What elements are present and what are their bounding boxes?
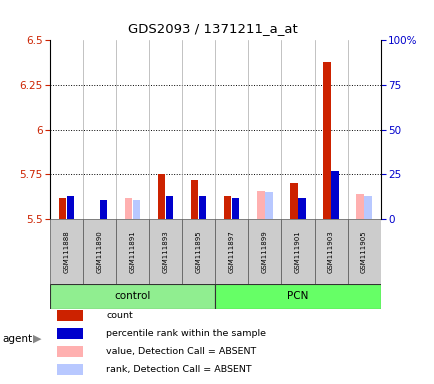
Bar xyxy=(125,198,132,219)
Text: percentile rank within the sample: percentile rank within the sample xyxy=(106,329,266,338)
Text: PCN: PCN xyxy=(286,291,308,301)
Text: ▶: ▶ xyxy=(33,334,41,344)
Bar xyxy=(56,346,83,357)
Text: GSM111901: GSM111901 xyxy=(294,230,300,273)
Bar xyxy=(56,310,83,321)
Text: rank, Detection Call = ABSENT: rank, Detection Call = ABSENT xyxy=(106,365,251,374)
Text: GSM111899: GSM111899 xyxy=(261,230,267,273)
Bar xyxy=(364,196,371,219)
Bar xyxy=(347,219,380,284)
Bar xyxy=(100,200,107,219)
Text: GSM111891: GSM111891 xyxy=(129,230,135,273)
Bar xyxy=(265,192,272,219)
Bar xyxy=(314,219,347,284)
Text: control: control xyxy=(114,291,151,301)
Bar xyxy=(56,364,83,375)
Bar xyxy=(56,328,83,339)
Bar xyxy=(83,219,116,284)
Bar xyxy=(116,219,149,284)
Bar xyxy=(215,219,248,284)
Bar xyxy=(289,184,297,219)
Bar xyxy=(50,219,83,284)
Bar xyxy=(232,198,239,219)
Bar xyxy=(199,196,206,219)
Text: value, Detection Call = ABSENT: value, Detection Call = ABSENT xyxy=(106,347,256,356)
Text: GDS2093 / 1371211_a_at: GDS2093 / 1371211_a_at xyxy=(128,22,297,35)
Text: GSM111890: GSM111890 xyxy=(96,230,102,273)
Text: GSM111893: GSM111893 xyxy=(162,230,168,273)
Bar xyxy=(224,196,231,219)
Text: GSM111897: GSM111897 xyxy=(228,230,234,273)
Bar xyxy=(248,219,281,284)
Text: GSM111905: GSM111905 xyxy=(360,230,366,273)
Bar xyxy=(59,198,66,219)
Bar xyxy=(355,194,363,219)
Bar xyxy=(166,196,173,219)
Bar xyxy=(182,219,215,284)
Text: agent: agent xyxy=(2,334,32,344)
Bar xyxy=(50,284,215,309)
Bar xyxy=(215,284,380,309)
Text: GSM111888: GSM111888 xyxy=(63,230,69,273)
Bar xyxy=(331,171,338,219)
Text: GSM111895: GSM111895 xyxy=(195,230,201,273)
Bar xyxy=(256,190,264,219)
Bar xyxy=(191,180,198,219)
Bar xyxy=(133,200,140,219)
Bar xyxy=(67,196,74,219)
Bar xyxy=(158,174,165,219)
Bar xyxy=(298,198,305,219)
Bar xyxy=(281,219,314,284)
Text: count: count xyxy=(106,311,133,320)
Bar xyxy=(322,62,330,219)
Text: GSM111903: GSM111903 xyxy=(327,230,333,273)
Bar xyxy=(149,219,182,284)
